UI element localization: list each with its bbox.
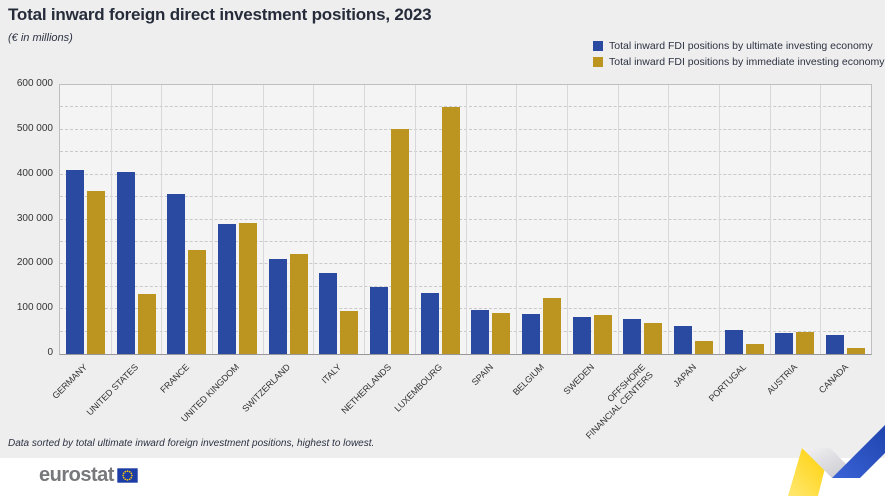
gridline-vertical <box>364 85 366 354</box>
bar-immediate <box>441 106 460 354</box>
bar-ultimate <box>420 293 439 354</box>
gridline-vertical <box>769 85 771 354</box>
bar-group <box>567 85 618 354</box>
bar-group <box>212 85 263 354</box>
gridline-vertical <box>820 85 822 354</box>
x-category-label: GERMANY <box>50 362 90 401</box>
eurostat-logo-text: eurostat <box>39 464 114 486</box>
gridline-vertical <box>516 85 518 354</box>
bar-immediate <box>238 223 257 354</box>
bar-immediate <box>492 312 511 354</box>
bar-ultimate <box>724 329 743 354</box>
bar-ultimate <box>572 317 591 354</box>
bar-immediate <box>644 322 663 354</box>
bar-ultimate <box>471 309 490 354</box>
bar-immediate <box>390 128 409 354</box>
legend: Total inward FDI positions by ultimate i… <box>593 40 884 68</box>
bar-immediate <box>796 332 815 354</box>
bar-ultimate <box>65 169 84 354</box>
bar-immediate <box>86 191 105 354</box>
gridline-vertical <box>212 85 214 354</box>
bar-group <box>263 85 314 354</box>
chart-subtitle: (€ in millions) <box>8 32 73 44</box>
bar-group <box>60 85 111 354</box>
legend-label-immediate: Total inward FDI positions by immediate … <box>609 56 885 68</box>
bar-immediate <box>593 314 612 354</box>
gridline-vertical <box>110 85 112 354</box>
bar-group <box>313 85 364 354</box>
bar-ultimate <box>826 335 845 354</box>
gridline-vertical <box>313 85 315 354</box>
legend-swatch-gold-icon <box>593 57 603 67</box>
bar-group <box>668 85 719 354</box>
gridline-vertical <box>414 85 416 354</box>
x-axis: GERMANY UNITED STATES FRANCE UNITED KINGDOM… <box>51 356 872 441</box>
y-tick-label: 400 000 <box>16 167 53 179</box>
legend-label-ultimate: Total inward FDI positions by ultimate i… <box>609 40 873 52</box>
bar-ultimate <box>674 326 693 354</box>
bar-group <box>719 85 770 354</box>
eu-flag-icon <box>116 467 138 483</box>
gridline-vertical <box>617 85 619 354</box>
bar-immediate <box>188 249 207 354</box>
gridline-vertical <box>465 85 467 354</box>
bar-group <box>618 85 669 354</box>
bar-ultimate <box>319 272 338 354</box>
bar-ultimate <box>116 171 135 354</box>
bar-group <box>516 85 567 354</box>
footer-band: eurostat <box>0 458 885 496</box>
y-tick-label: 100 000 <box>16 302 53 314</box>
bar-group <box>466 85 517 354</box>
bar-group <box>820 85 871 354</box>
bar-ultimate <box>775 333 794 354</box>
bar-immediate <box>340 310 359 354</box>
bar-immediate <box>137 294 156 354</box>
gridline-vertical <box>718 85 720 354</box>
y-tick-label: 0 <box>47 347 53 358</box>
eurostat-logo: eurostat <box>39 465 138 485</box>
bar-group <box>161 85 212 354</box>
y-tick-label: 300 000 <box>16 212 53 224</box>
bar-immediate <box>745 344 764 354</box>
gridline-vertical <box>668 85 670 354</box>
bar-group <box>111 85 162 354</box>
y-tick-label: 500 000 <box>16 122 53 134</box>
y-tick-label: 200 000 <box>16 257 53 269</box>
bar-group <box>364 85 415 354</box>
bar-ultimate <box>217 223 236 354</box>
decorative-ribbon-icon <box>788 425 885 496</box>
bar-ultimate <box>268 259 287 354</box>
plot-area <box>59 84 872 355</box>
ribbon-blue-segment <box>832 425 885 478</box>
bar-immediate <box>847 348 866 354</box>
bar-ultimate <box>522 313 541 354</box>
footnote: Data sorted by total ultimate inward for… <box>8 438 375 449</box>
gridline-vertical <box>161 85 163 354</box>
chart-title: Total inward foreign direct investment p… <box>8 5 432 24</box>
legend-item-immediate: Total inward FDI positions by immediate … <box>593 56 884 68</box>
bar-immediate <box>543 297 562 354</box>
legend-item-ultimate: Total inward FDI positions by ultimate i… <box>593 40 884 52</box>
bar-ultimate <box>167 193 186 354</box>
bar-group <box>770 85 821 354</box>
bar-group <box>415 85 466 354</box>
gridline-vertical <box>566 85 568 354</box>
bar-immediate <box>695 341 714 354</box>
gridline-vertical <box>262 85 264 354</box>
y-tick-label: 600 000 <box>16 78 53 89</box>
legend-swatch-blue-icon <box>593 41 603 51</box>
bar-immediate <box>289 253 308 354</box>
bar-ultimate <box>369 287 388 354</box>
bar-ultimate <box>623 319 642 354</box>
eu-flag-stars <box>122 469 133 481</box>
y-axis: 0 100 000 200 000 300 000 400 000 500 000 600 … <box>0 78 53 358</box>
